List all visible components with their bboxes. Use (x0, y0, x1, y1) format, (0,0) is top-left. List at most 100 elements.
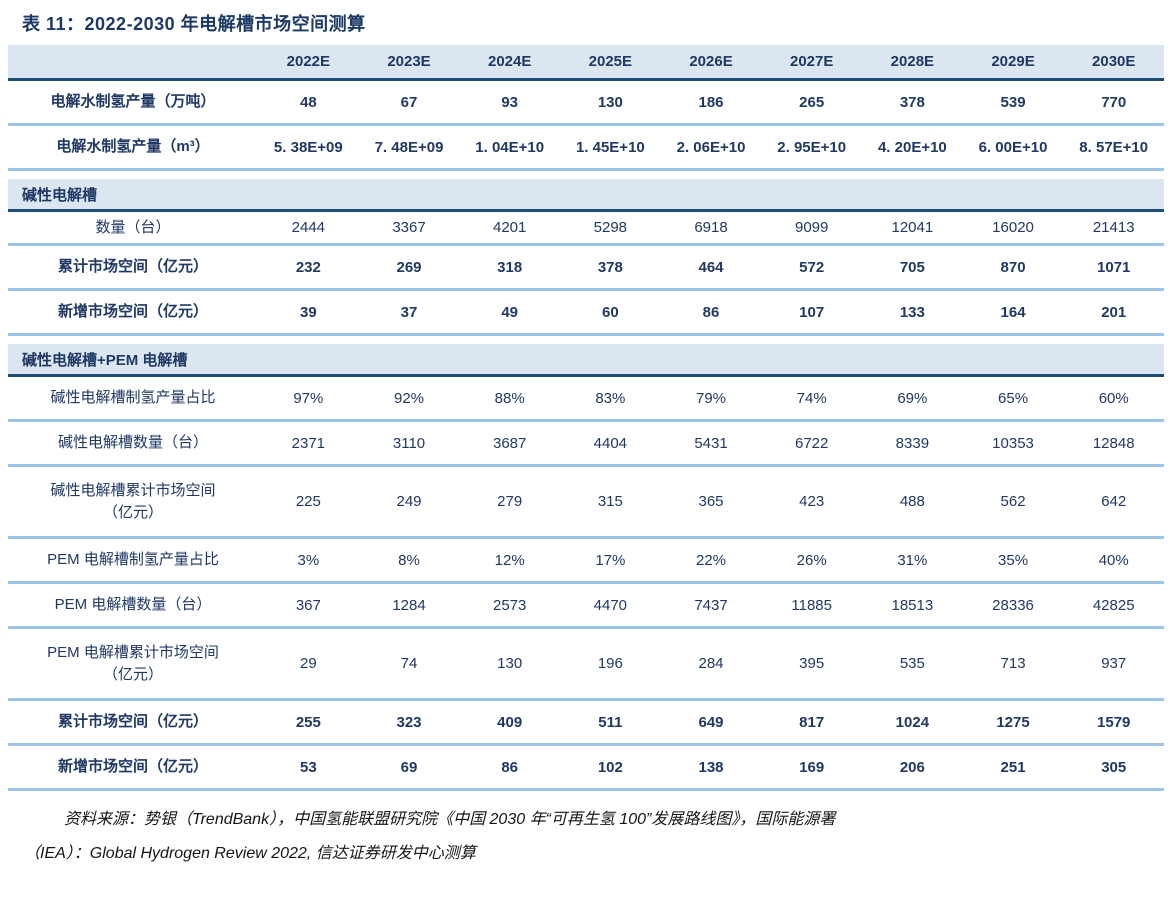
cell-value: 196 (597, 655, 623, 672)
cell-value: 31% (897, 551, 928, 569)
cell-value: 86 (501, 758, 519, 776)
cell-value: 5431 (694, 434, 728, 452)
cell-value: 3367 (392, 219, 426, 236)
cell-value: 265 (799, 93, 825, 111)
cell-value: 102 (597, 758, 623, 776)
row-label: 累计市场空间（亿元） (57, 258, 208, 276)
table-row: 碱性电解槽数量（台） 2371 3110 3687 4404 5431 6722 8339 10… (8, 422, 1164, 467)
cell-value: 1. 45E+10 (575, 138, 645, 156)
cell-value: 74% (796, 389, 827, 407)
cell-value: 7. 48E+09 (374, 138, 444, 156)
table-row: 碱性电解槽累计市场空间 （亿元） 225 249 279 315 365 423 488 562… (8, 467, 1164, 539)
row-label: 碱性电解槽制氢产量占比 (50, 389, 216, 407)
cell-value: 2573 (492, 596, 527, 614)
year-header-cell: 2027E (790, 53, 834, 70)
cell-value: 83% (595, 389, 626, 407)
year-header-cell: 2029E (991, 53, 1035, 70)
cell-value: 5. 38E+09 (273, 138, 343, 156)
cell-value: 870 (1000, 258, 1026, 276)
row-label: PEM 电解槽数量（台） (54, 596, 212, 614)
cell-value: 138 (698, 758, 724, 776)
cell-value: 107 (799, 303, 825, 321)
cell-value: 8% (398, 551, 420, 569)
cell-value: 130 (597, 93, 623, 111)
cell-value: 164 (1000, 303, 1026, 321)
cell-value: 225 (295, 493, 321, 510)
cell-value: 1284 (392, 596, 426, 614)
cell-value: 249 (396, 493, 422, 510)
cell-value: 378 (597, 258, 623, 276)
year-header-cell: 2025E (588, 53, 633, 70)
cell-value: 93 (501, 93, 519, 111)
cell-value: 255 (295, 713, 321, 731)
cell-value: 511 (598, 713, 623, 731)
table-body: 电解水制氢产量（万吨） 48 67 93 130 186 265 378 539 770 电解水制氢… (8, 81, 1164, 791)
table-row: 累计市场空间（亿元） 232 269 318 378 464 572 705 870 1071 (8, 246, 1164, 291)
cell-value: 9099 (795, 219, 829, 236)
cell-value: 378 (899, 93, 925, 111)
cell-value: 770 (1101, 93, 1127, 111)
cell-value: 464 (698, 258, 724, 276)
year-header-cell: 2023E (387, 53, 431, 70)
cell-value: 649 (698, 713, 724, 731)
cell-value: 186 (698, 93, 724, 111)
cell-value: 6. 00E+10 (978, 138, 1048, 156)
cell-value: 8. 57E+10 (1079, 138, 1149, 156)
cell-value: 3110 (392, 434, 426, 452)
cell-value: 269 (396, 258, 422, 276)
table-row: 累计市场空间（亿元） 255 323 409 511 649 817 1024 1275 1579 (8, 701, 1164, 746)
cell-value: 12848 (1092, 434, 1135, 452)
table-row: 数量（台） 2444 3367 4201 5298 6918 9099 12041 16020 2… (8, 212, 1164, 246)
row-label: 电解水制氢产量（m³） (56, 138, 210, 156)
cell-value: 28336 (992, 596, 1034, 614)
cell-value: 535 (899, 655, 925, 672)
row-label: PEM 电解槽制氢产量占比 (47, 551, 219, 569)
table-row: 碱性电解槽制氢产量占比 97% 92% 88% 83% 79% 74% 69% 65% 60% (8, 377, 1164, 422)
cell-value: 3687 (492, 434, 527, 452)
cell-value: 49 (501, 303, 519, 321)
cell-value: 2. 95E+10 (777, 138, 847, 156)
cell-value: 318 (497, 258, 523, 276)
cell-value: 206 (899, 758, 925, 776)
cell-value: 60% (1098, 389, 1129, 407)
cell-value: 92% (393, 389, 425, 407)
cell-value: 69% (897, 389, 928, 407)
year-header-cell: 2026E (689, 53, 733, 70)
table-row: 新增市场空间（亿元） 39 37 49 60 86 107 133 164 201 (8, 291, 1164, 336)
cell-value: 705 (899, 258, 925, 276)
row-label: 数量（台） (95, 218, 171, 236)
cell-value: 5298 (593, 219, 628, 236)
cell-value: 18513 (891, 596, 934, 614)
year-header-cell: 2022E (286, 53, 331, 70)
cell-value: 1. 04E+10 (475, 138, 545, 156)
cell-value: 40% (1098, 551, 1129, 569)
cell-value: 7437 (694, 596, 728, 614)
cell-value: 1275 (996, 713, 1030, 731)
market-forecast-table: 2022E 2023E 2024E 2025E 2026E 2027E 2028E 2029E… (8, 45, 1164, 791)
row-label: 电解水制氢产量（万吨） (50, 93, 216, 111)
cell-value: 79% (696, 389, 727, 407)
cell-value: 37 (400, 303, 418, 321)
cell-value: 409 (497, 713, 523, 731)
cell-value: 11885 (791, 596, 832, 614)
cell-value: 6722 (795, 434, 829, 452)
table-row: PEM 电解槽数量（台） 367 1284 2573 4470 7437 11885 1851… (8, 584, 1164, 629)
cell-value: 3% (297, 551, 320, 569)
cell-value: 1024 (895, 713, 930, 731)
table-row: 新增市场空间（亿元） 53 69 86 102 138 169 206 251 305 (8, 746, 1164, 791)
table-row: 电解水制氢产量（m³） 5. 38E+09 7. 48E+09 1. 04E+10 1.… (8, 126, 1164, 171)
row-label: PEM 电解槽累计市场空间 （亿元） (47, 643, 219, 683)
cell-value: 12041 (891, 219, 934, 236)
cell-value: 315 (597, 493, 623, 510)
cell-value: 60 (602, 303, 619, 321)
cell-value: 4470 (593, 596, 628, 614)
cell-value: 365 (698, 493, 724, 510)
section-header-row: 碱性电解槽 (8, 179, 1164, 212)
table-header-row: 2022E 2023E 2024E 2025E 2026E 2027E 2028E 2029E… (8, 45, 1164, 81)
cell-value: 12% (494, 551, 525, 569)
cell-value: 133 (899, 303, 925, 321)
row-label: 新增市场空间（亿元） (57, 758, 208, 776)
cell-value: 69 (400, 758, 418, 776)
cell-value: 284 (698, 655, 724, 672)
